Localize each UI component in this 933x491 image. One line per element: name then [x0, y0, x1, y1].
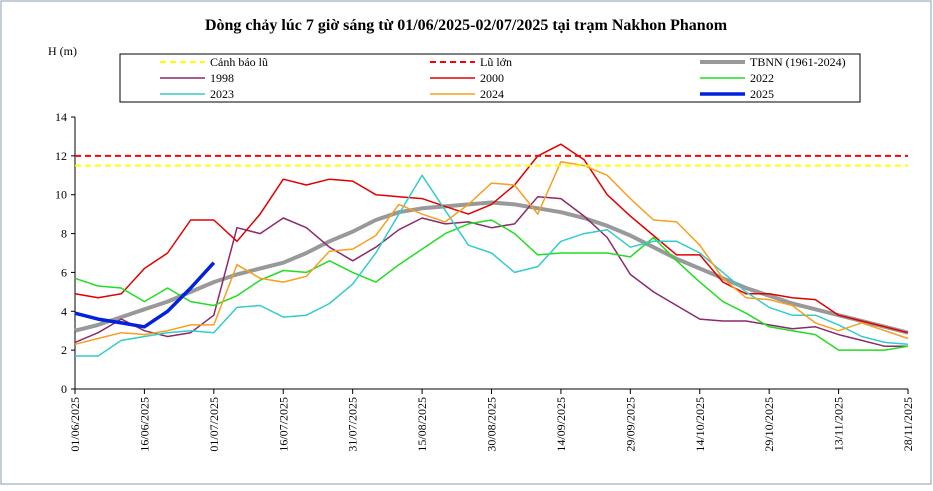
x-tick-label: 01/07/2025 [207, 397, 221, 452]
legend-label: Lũ lớn [480, 55, 512, 69]
y-tick-label: 2 [61, 343, 67, 357]
x-tick-label: 13/11/2025 [832, 397, 846, 451]
x-tick-label: 14/10/2025 [693, 397, 707, 452]
legend-label: 2000 [480, 71, 504, 85]
series-line [75, 174, 909, 357]
legend-label: 2025 [750, 87, 774, 101]
x-tick-label: 01/06/2025 [68, 397, 82, 452]
x-tick-label: 30/08/2025 [485, 397, 499, 452]
legend-label: 2022 [750, 71, 774, 85]
y-tick-label: 10 [55, 188, 67, 202]
series-line [74, 195, 908, 348]
legend-label: 2023 [210, 87, 234, 101]
series-line [74, 143, 909, 334]
legend-label: 2024 [480, 87, 504, 101]
y-tick-label: 14 [55, 110, 67, 124]
y-tick-label: 8 [61, 227, 67, 241]
series-line [74, 200, 909, 335]
x-tick-label: 31/07/2025 [346, 397, 360, 452]
y-tick-label: 4 [61, 304, 67, 318]
series-line [74, 261, 216, 329]
y-axis-label: H (m) [48, 44, 77, 58]
x-tick-label: 15/08/2025 [415, 397, 429, 452]
y-tick-label: 6 [61, 265, 67, 279]
chart-title: Dòng chảy lúc 7 giờ sáng từ 01/06/2025-0… [205, 17, 728, 34]
legend-label: 1998 [210, 71, 234, 85]
legend-label: TBNN (1961-2024) [750, 55, 846, 69]
x-tick-label: 29/10/2025 [762, 397, 776, 452]
x-tick-label: 29/09/2025 [623, 397, 637, 452]
series-line [74, 219, 909, 351]
x-tick-label: 14/09/2025 [554, 397, 568, 452]
x-tick-label: 16/07/2025 [276, 397, 290, 452]
x-tick-label: 28/11/2025 [901, 397, 915, 451]
y-tick-label: 12 [55, 149, 67, 163]
x-tick-label: 16/06/2025 [137, 397, 151, 452]
series-line [74, 160, 909, 346]
legend-label: Cảnh báo lũ [210, 55, 268, 69]
y-tick-label: 0 [61, 382, 67, 396]
